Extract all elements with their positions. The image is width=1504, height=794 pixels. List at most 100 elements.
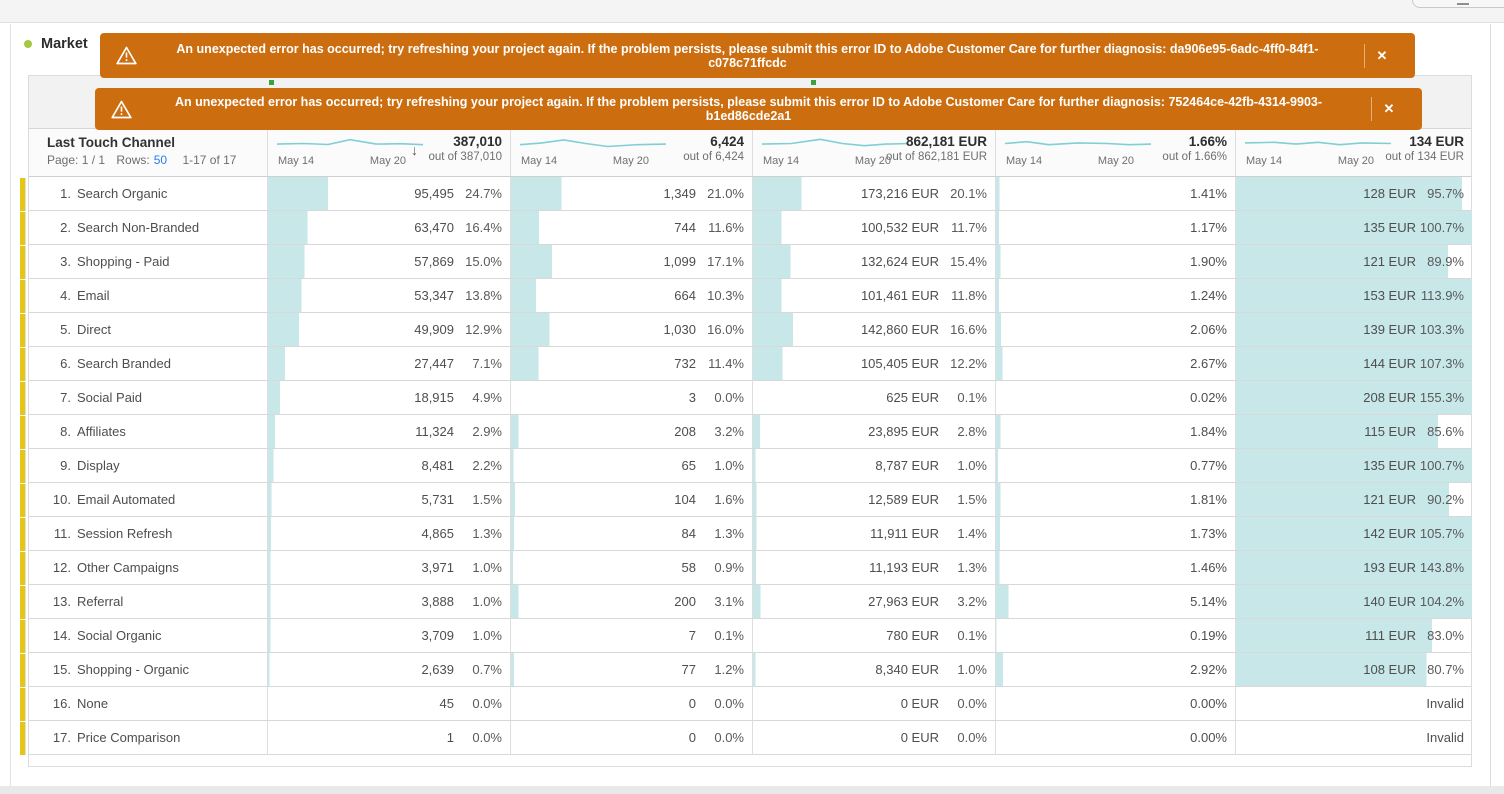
- metric-cell[interactable]: 1.17%: [996, 211, 1236, 244]
- metric-cell[interactable]: 27,447 7.1%: [268, 347, 511, 380]
- metric-cell[interactable]: 1.24%: [996, 279, 1236, 312]
- metric-cell[interactable]: 104 1.6%: [511, 483, 753, 516]
- table-row[interactable]: 17. Price Comparison 1 0.0% 0 0.0% 0 EUR 0.0% 0.…: [20, 721, 1472, 755]
- metric-cell[interactable]: 3 0.0%: [511, 381, 753, 414]
- metric-cell[interactable]: 208 EUR 155.3%: [1236, 381, 1472, 414]
- metric-cell[interactable]: 11,324 2.9%: [268, 415, 511, 448]
- table-row[interactable]: 1. Search Organic 95,495 24.7% 1,349 21.0% 173…: [20, 177, 1472, 211]
- metric-cell[interactable]: 142,860 EUR 16.6%: [753, 313, 996, 346]
- dimension-cell[interactable]: 3. Shopping - Paid: [29, 245, 268, 278]
- dimension-cell[interactable]: 10. Email Automated: [29, 483, 268, 516]
- metric-cell[interactable]: 3,888 1.0%: [268, 585, 511, 618]
- metric-cell[interactable]: Invalid: [1236, 687, 1472, 720]
- dimension-cell[interactable]: 9. Display: [29, 449, 268, 482]
- close-icon[interactable]: ✕: [1383, 101, 1395, 116]
- metric-column-header[interactable]: May 14 May 20 862,181 EUR out of 862,181 EU…: [753, 129, 996, 176]
- metric-cell[interactable]: 780 EUR 0.1%: [753, 619, 996, 652]
- metric-cell[interactable]: 139 EUR 103.3%: [1236, 313, 1472, 346]
- table-row[interactable]: 14. Social Organic 3,709 1.0% 7 0.1% 780 EUR 0.…: [20, 619, 1472, 653]
- metric-cell[interactable]: 132,624 EUR 15.4%: [753, 245, 996, 278]
- metric-cell[interactable]: 121 EUR 90.2%: [1236, 483, 1472, 516]
- metric-cell[interactable]: 1 0.0%: [268, 721, 511, 754]
- metric-cell[interactable]: 57,869 15.0%: [268, 245, 511, 278]
- metric-cell[interactable]: 0.19%: [996, 619, 1236, 652]
- dimension-cell[interactable]: 6. Search Branded: [29, 347, 268, 380]
- metric-cell[interactable]: 1,349 21.0%: [511, 177, 753, 210]
- dimension-cell[interactable]: 14. Social Organic: [29, 619, 268, 652]
- metric-cell[interactable]: 63,470 16.4%: [268, 211, 511, 244]
- table-row[interactable]: 13. Referral 3,888 1.0% 200 3.1% 27,963 EUR 3.2…: [20, 585, 1472, 619]
- horizontal-scrollbar-track[interactable]: [0, 786, 1504, 794]
- dimension-cell[interactable]: 16. None: [29, 687, 268, 720]
- table-row[interactable]: 10. Email Automated 5,731 1.5% 104 1.6% 12,589…: [20, 483, 1472, 517]
- metric-cell[interactable]: 744 11.6%: [511, 211, 753, 244]
- table-row[interactable]: 11. Session Refresh 4,865 1.3% 84 1.3% 11,911 …: [20, 517, 1472, 551]
- metric-cell[interactable]: 11,193 EUR 1.3%: [753, 551, 996, 584]
- metric-cell[interactable]: 100,532 EUR 11.7%: [753, 211, 996, 244]
- metric-cell[interactable]: 11,911 EUR 1.4%: [753, 517, 996, 550]
- metric-cell[interactable]: 0 0.0%: [511, 687, 753, 720]
- metric-cell[interactable]: 1.81%: [996, 483, 1236, 516]
- table-row[interactable]: 5. Direct 49,909 12.9% 1,030 16.0% 142,860 EUR…: [20, 313, 1472, 347]
- metric-cell[interactable]: 2,639 0.7%: [268, 653, 511, 686]
- dimension-header-cell[interactable]: Last Touch Channel Page: 1 / 1 Rows: 50 1…: [29, 129, 268, 176]
- metric-cell[interactable]: 3,971 1.0%: [268, 551, 511, 584]
- metric-cell[interactable]: 53,347 13.8%: [268, 279, 511, 312]
- metric-cell[interactable]: 2.92%: [996, 653, 1236, 686]
- table-row[interactable]: 15. Shopping - Organic 2,639 0.7% 77 1.2% 8,34…: [20, 653, 1472, 687]
- metric-cell[interactable]: 208 3.2%: [511, 415, 753, 448]
- dimension-cell[interactable]: 5. Direct: [29, 313, 268, 346]
- metric-cell[interactable]: 1.46%: [996, 551, 1236, 584]
- metric-cell[interactable]: 4,865 1.3%: [268, 517, 511, 550]
- metric-cell[interactable]: 27,963 EUR 3.2%: [753, 585, 996, 618]
- table-row[interactable]: 3. Shopping - Paid 57,869 15.0% 1,099 17.1% 13…: [20, 245, 1472, 279]
- metric-cell[interactable]: 625 EUR 0.1%: [753, 381, 996, 414]
- metric-cell[interactable]: 108 EUR 80.7%: [1236, 653, 1472, 686]
- metric-cell[interactable]: 95,495 24.7%: [268, 177, 511, 210]
- close-icon[interactable]: ✕: [1376, 47, 1388, 63]
- metric-cell[interactable]: 2.67%: [996, 347, 1236, 380]
- dimension-cell[interactable]: 2. Search Non-Branded: [29, 211, 268, 244]
- metric-cell[interactable]: 173,216 EUR 20.1%: [753, 177, 996, 210]
- metric-cell[interactable]: 0.00%: [996, 721, 1236, 754]
- metric-cell[interactable]: 121 EUR 89.9%: [1236, 245, 1472, 278]
- column-select-handle-icon[interactable]: [811, 80, 816, 85]
- metric-cell[interactable]: 84 1.3%: [511, 517, 753, 550]
- metric-cell[interactable]: 5.14%: [996, 585, 1236, 618]
- rows-count-link[interactable]: 50: [153, 153, 168, 167]
- metric-cell[interactable]: 135 EUR 100.7%: [1236, 211, 1472, 244]
- metric-cell[interactable]: 1.84%: [996, 415, 1236, 448]
- metric-cell[interactable]: 105,405 EUR 12.2%: [753, 347, 996, 380]
- dimension-cell[interactable]: 11. Session Refresh: [29, 517, 268, 550]
- table-row[interactable]: 9. Display 8,481 2.2% 65 1.0% 8,787 EUR 1.0% 0.7…: [20, 449, 1472, 483]
- table-row[interactable]: 7. Social Paid 18,915 4.9% 3 0.0% 625 EUR 0.1% 0…: [20, 381, 1472, 415]
- metric-cell[interactable]: 732 11.4%: [511, 347, 753, 380]
- dimension-cell[interactable]: 1. Search Organic: [29, 177, 268, 210]
- metric-cell[interactable]: 1.73%: [996, 517, 1236, 550]
- table-row[interactable]: 16. None 45 0.0% 0 0.0% 0 EUR 0.0% 0.00% Invalid: [20, 687, 1472, 721]
- dimension-cell[interactable]: 13. Referral: [29, 585, 268, 618]
- metric-cell[interactable]: 58 0.9%: [511, 551, 753, 584]
- metric-cell[interactable]: 49,909 12.9%: [268, 313, 511, 346]
- metric-column-header[interactable]: May 14 May 20 1.66% out of 1.66%: [996, 129, 1236, 176]
- metric-cell[interactable]: 142 EUR 105.7%: [1236, 517, 1472, 550]
- dimension-cell[interactable]: 12. Other Campaigns: [29, 551, 268, 584]
- metric-cell[interactable]: 23,895 EUR 2.8%: [753, 415, 996, 448]
- dimension-cell[interactable]: 15. Shopping - Organic: [29, 653, 268, 686]
- dimension-cell[interactable]: 4. Email: [29, 279, 268, 312]
- metric-cell[interactable]: 135 EUR 100.7%: [1236, 449, 1472, 482]
- metric-cell[interactable]: 77 1.2%: [511, 653, 753, 686]
- metric-cell[interactable]: Invalid: [1236, 721, 1472, 754]
- metric-cell[interactable]: 8,481 2.2%: [268, 449, 511, 482]
- metric-cell[interactable]: 111 EUR 83.0%: [1236, 619, 1472, 652]
- metric-column-header[interactable]: May 14 May 20 6,424 out of 6,424: [511, 129, 753, 176]
- metric-cell[interactable]: 0 EUR 0.0%: [753, 721, 996, 754]
- metric-cell[interactable]: 7 0.1%: [511, 619, 753, 652]
- table-row[interactable]: 8. Affiliates 11,324 2.9% 208 3.2% 23,895 EUR 2…: [20, 415, 1472, 449]
- metric-cell[interactable]: 0 0.0%: [511, 721, 753, 754]
- metric-cell[interactable]: 101,461 EUR 11.8%: [753, 279, 996, 312]
- metric-cell[interactable]: 0 EUR 0.0%: [753, 687, 996, 720]
- metric-cell[interactable]: 5,731 1.5%: [268, 483, 511, 516]
- metric-cell[interactable]: 45 0.0%: [268, 687, 511, 720]
- metric-cell[interactable]: 65 1.0%: [511, 449, 753, 482]
